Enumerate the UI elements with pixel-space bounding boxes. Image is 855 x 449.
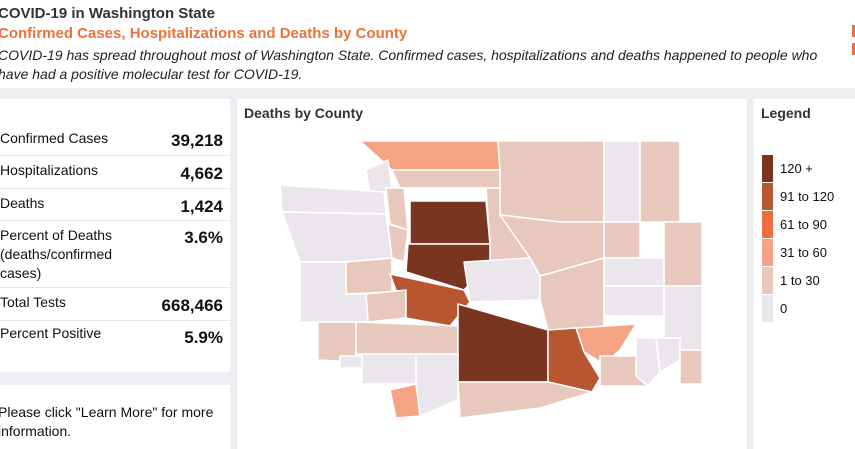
stat-label: Deaths xyxy=(0,195,45,211)
stat-value: 5.9% xyxy=(184,328,223,347)
legend-label: 120 + xyxy=(780,161,813,176)
legend-item: 31 to 60 xyxy=(762,239,852,267)
county-lincoln[interactable] xyxy=(603,257,665,287)
legend-label: 61 to 90 xyxy=(780,217,827,232)
stat-value: 39,218 xyxy=(171,131,223,150)
legend-item: 61 to 90 xyxy=(762,211,852,239)
county-clark[interactable] xyxy=(389,383,421,419)
legend-swatch xyxy=(762,295,773,322)
stat-row-hospitalizations: Hospitalizations 4,662 xyxy=(0,155,230,189)
county-yakima[interactable] xyxy=(457,303,549,383)
county-stevens[interactable] xyxy=(603,221,641,259)
county-spokane[interactable] xyxy=(663,221,703,287)
stat-label: Hospitalizations xyxy=(0,162,99,178)
stat-row-percent-positive: Percent Positive 5.9% xyxy=(0,320,230,353)
legend-swatch xyxy=(762,267,773,294)
legend-item: 91 to 120 xyxy=(762,183,852,211)
legend-label: 0 xyxy=(780,301,788,316)
county-mason[interactable] xyxy=(345,257,393,295)
legend-swatch xyxy=(762,155,773,182)
county-thurston[interactable] xyxy=(365,289,407,323)
stat-value: 4,662 xyxy=(180,164,223,183)
county-skamania[interactable] xyxy=(415,353,459,417)
county-pend-oreille[interactable] xyxy=(639,140,681,223)
stat-row-confirmed-cases: Confirmed Cases 39,218 xyxy=(0,123,230,156)
header: COVID-19 in Washington State Confirmed C… xyxy=(0,0,855,88)
county-wahkiakum[interactable] xyxy=(339,355,363,369)
county-lewis[interactable] xyxy=(355,321,459,355)
county-skagit[interactable] xyxy=(391,169,501,189)
county-ferry[interactable] xyxy=(603,140,641,223)
legend-title: Legend xyxy=(761,105,811,121)
legend-label: 91 to 120 xyxy=(780,189,835,204)
legend-item: 120 + xyxy=(762,155,852,183)
stats-panel: Confirmed Cases 39,218 Hospitalizations … xyxy=(0,99,230,372)
legend-item: 0 xyxy=(762,295,852,323)
legend-swatch xyxy=(762,211,773,238)
county-kitsap[interactable] xyxy=(387,223,409,263)
legend-item: 1 to 30 xyxy=(762,267,852,295)
edge-marker xyxy=(852,43,855,55)
county-garfield[interactable] xyxy=(655,337,681,373)
county-klickitat[interactable] xyxy=(457,381,593,419)
stat-row-percent-deaths: Percent of Deaths (deaths/confirmed case… xyxy=(0,220,230,288)
stat-row-total-tests: Total Tests 668,466 xyxy=(0,287,230,321)
county-columbia[interactable] xyxy=(635,337,661,387)
legend-label: 31 to 60 xyxy=(780,245,827,260)
edge-marker xyxy=(852,25,855,37)
page-title: COVID-19 in Washington State xyxy=(0,5,215,22)
map-title: Deaths by County xyxy=(244,105,364,121)
page-description: COVID-19 has spread throughout most of W… xyxy=(0,47,818,82)
stat-value: 1,424 xyxy=(180,197,223,216)
stat-row-deaths: Deaths 1,424 xyxy=(0,188,230,221)
legend-swatch xyxy=(762,239,773,266)
learn-more-hint: Please click "Learn More" for more infor… xyxy=(0,404,214,439)
county-cowlitz[interactable] xyxy=(361,353,417,385)
stat-value: 668,466 xyxy=(161,296,223,315)
page-subtitle: Confirmed Cases, Hospitalizations and De… xyxy=(0,25,408,42)
county-grays-harbor[interactable] xyxy=(299,261,369,323)
stat-value: 3.6% xyxy=(184,228,223,247)
legend-label: 1 to 30 xyxy=(780,273,820,288)
legend-swatch xyxy=(762,183,773,210)
county-adams[interactable] xyxy=(603,285,665,317)
stat-label: Percent of Deaths (deaths/confirmed case… xyxy=(0,227,113,281)
county-jefferson[interactable] xyxy=(281,211,393,263)
county-kittitas[interactable] xyxy=(463,257,541,303)
stat-label: Total Tests xyxy=(0,294,66,310)
county-snohomish[interactable] xyxy=(409,200,491,245)
washington-county-map[interactable] xyxy=(237,99,747,449)
county-okanogan[interactable] xyxy=(497,140,605,223)
legend-panel: Legend 120 + 91 to 120 61 to 90 31 to 60… xyxy=(754,99,855,449)
stat-label: Confirmed Cases xyxy=(0,130,109,146)
map-panel: Deaths by County xyxy=(237,99,747,449)
stat-label: Percent Positive xyxy=(0,325,102,341)
county-asotin[interactable] xyxy=(679,349,703,385)
info-panel: Please click "Learn More" for more infor… xyxy=(0,385,230,449)
